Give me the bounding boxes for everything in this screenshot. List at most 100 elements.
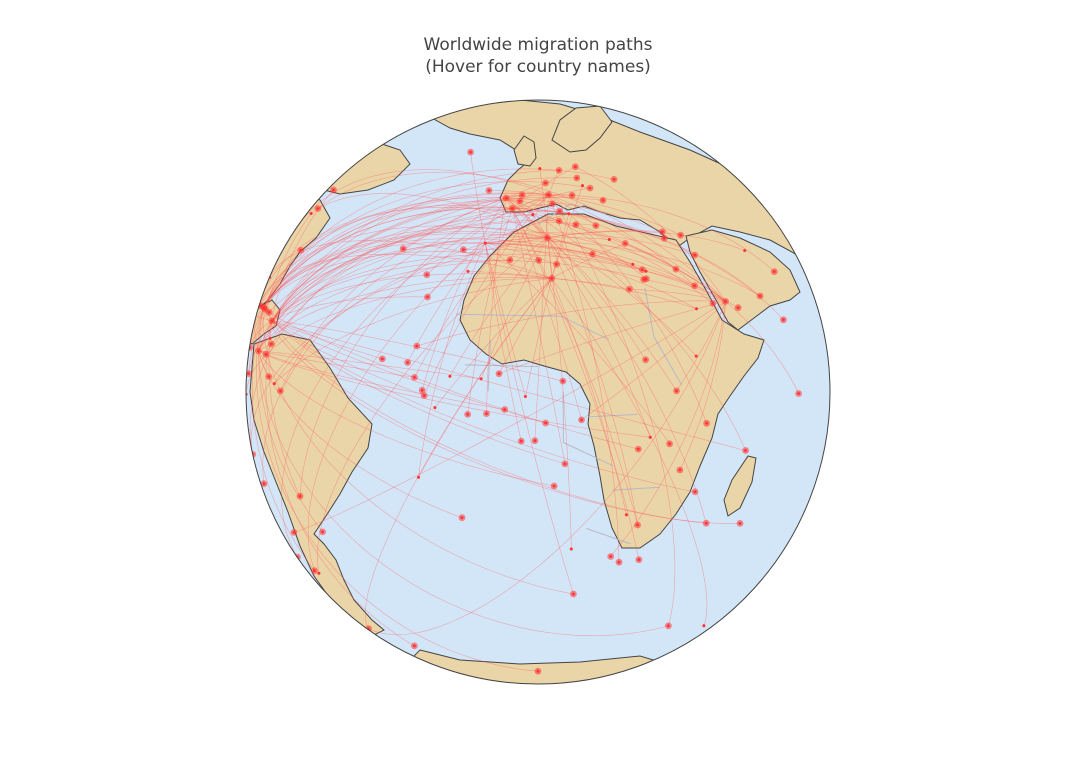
country-marker[interactable]	[416, 475, 421, 479]
country-marker[interactable]	[550, 482, 558, 490]
country-marker[interactable]	[702, 519, 710, 527]
country-marker[interactable]	[586, 184, 594, 192]
country-marker[interactable]	[542, 179, 549, 187]
country-marker[interactable]	[635, 556, 643, 564]
country-marker[interactable]	[573, 174, 581, 182]
country-marker[interactable]	[722, 298, 729, 305]
country-marker[interactable]	[691, 251, 699, 259]
country-marker[interactable]	[561, 460, 569, 468]
country-marker[interactable]	[555, 167, 563, 174]
country-marker[interactable]	[638, 266, 646, 273]
country-marker[interactable]	[433, 406, 437, 410]
country-marker[interactable]	[464, 411, 472, 418]
country-marker[interactable]	[615, 558, 623, 566]
country-marker[interactable]	[523, 394, 528, 399]
country-marker[interactable]	[634, 521, 641, 529]
country-marker[interactable]	[672, 265, 680, 273]
country-marker[interactable]	[648, 435, 652, 439]
country-marker[interactable]	[607, 237, 612, 242]
country-marker[interactable]	[268, 336, 272, 340]
country-marker[interactable]	[411, 642, 418, 650]
country-marker[interactable]	[709, 300, 717, 307]
country-marker[interactable]	[413, 342, 421, 350]
country-marker[interactable]	[553, 260, 560, 268]
country-marker[interactable]	[502, 194, 510, 202]
country-marker[interactable]	[460, 246, 467, 254]
country-marker[interactable]	[268, 340, 275, 348]
country-marker[interactable]	[508, 204, 516, 212]
country-marker[interactable]	[568, 191, 576, 199]
country-marker[interactable]	[518, 191, 526, 199]
country-marker[interactable]	[311, 567, 318, 575]
country-marker[interactable]	[634, 445, 642, 453]
country-marker[interactable]	[296, 492, 304, 500]
country-marker[interactable]	[424, 293, 431, 301]
country-marker[interactable]	[736, 520, 744, 527]
country-marker[interactable]	[694, 307, 699, 311]
country-marker[interactable]	[742, 447, 749, 454]
country-marker[interactable]	[624, 513, 629, 517]
country-marker[interactable]	[691, 282, 698, 290]
country-marker[interactable]	[495, 370, 503, 378]
country-marker[interactable]	[610, 176, 618, 183]
country-marker[interactable]	[592, 222, 600, 230]
country-marker[interactable]	[411, 374, 418, 381]
country-marker[interactable]	[694, 354, 698, 358]
country-marker[interactable]	[538, 167, 542, 171]
country-marker[interactable]	[567, 212, 571, 216]
country-marker[interactable]	[607, 553, 615, 560]
country-marker[interactable]	[676, 466, 684, 474]
country-marker[interactable]	[319, 528, 326, 536]
country-marker[interactable]	[544, 234, 551, 242]
country-marker[interactable]	[420, 392, 428, 399]
country-marker[interactable]	[423, 271, 431, 279]
country-marker[interactable]	[265, 308, 273, 316]
country-marker[interactable]	[589, 250, 596, 258]
country-marker[interactable]	[479, 377, 483, 381]
country-marker[interactable]	[642, 356, 649, 364]
country-marker[interactable]	[534, 667, 542, 675]
country-marker[interactable]	[317, 571, 321, 575]
country-marker[interactable]	[756, 292, 764, 300]
country-marker[interactable]	[599, 196, 607, 204]
country-marker[interactable]	[555, 217, 563, 225]
country-marker[interactable]	[467, 148, 474, 156]
country-marker[interactable]	[545, 191, 552, 199]
country-marker[interactable]	[549, 200, 556, 208]
country-marker[interactable]	[448, 374, 452, 378]
country-marker[interactable]	[621, 240, 629, 247]
country-marker[interactable]	[268, 317, 276, 325]
country-marker[interactable]	[644, 269, 648, 273]
country-marker[interactable]	[378, 355, 386, 363]
country-marker[interactable]	[531, 437, 539, 445]
country-marker[interactable]	[404, 359, 411, 366]
country-marker[interactable]	[780, 316, 787, 324]
country-marker[interactable]	[559, 377, 567, 385]
country-marker[interactable]	[578, 416, 585, 424]
country-marker[interactable]	[770, 268, 778, 275]
country-marker[interactable]	[626, 285, 633, 293]
country-marker[interactable]	[255, 347, 262, 355]
country-marker[interactable]	[571, 163, 579, 171]
country-marker[interactable]	[506, 256, 514, 264]
country-marker[interactable]	[542, 419, 549, 427]
country-marker[interactable]	[277, 387, 284, 395]
country-marker[interactable]	[580, 184, 585, 188]
country-marker[interactable]	[702, 624, 706, 628]
country-marker[interactable]	[265, 373, 273, 380]
country-marker[interactable]	[458, 514, 466, 522]
country-marker[interactable]	[556, 207, 564, 215]
country-marker[interactable]	[795, 390, 802, 397]
country-marker[interactable]	[572, 221, 580, 229]
country-marker[interactable]	[309, 211, 313, 216]
country-marker[interactable]	[660, 234, 668, 242]
country-marker[interactable]	[418, 386, 426, 394]
country-marker[interactable]	[314, 205, 322, 212]
country-marker[interactable]	[548, 274, 556, 282]
country-marker[interactable]	[516, 197, 524, 205]
country-markers[interactable]	[245, 148, 802, 675]
country-marker[interactable]	[734, 304, 742, 312]
country-marker[interactable]	[569, 547, 573, 551]
country-marker[interactable]	[535, 256, 543, 264]
